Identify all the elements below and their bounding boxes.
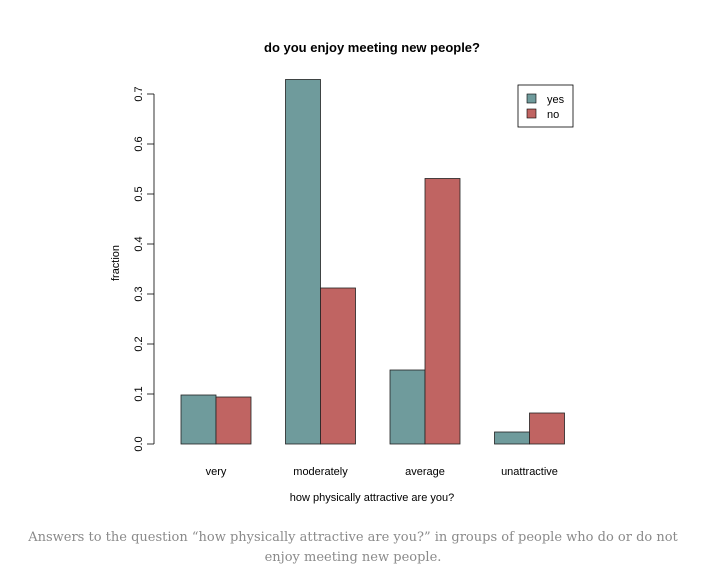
y-tick-label: 0.4 <box>133 236 145 251</box>
legend-swatch-yes <box>526 93 537 104</box>
bar-yes-unattractive <box>494 431 530 445</box>
bar-no-unattractive <box>529 412 565 445</box>
y-tick-label: 0.0 <box>133 436 145 451</box>
y-tick-label: 0.5 <box>133 186 145 201</box>
y-tick-label: 0.3 <box>133 286 145 301</box>
legend-label-yes: yes <box>547 94 565 106</box>
y-tick-label: 0.7 <box>133 86 145 101</box>
bar-no-very <box>215 396 252 445</box>
bars <box>180 79 565 445</box>
x-axis-label: how physically attractive are you? <box>290 492 454 504</box>
bar-no-average <box>424 178 461 445</box>
bar-no-moderately <box>320 287 356 445</box>
bar-yes-moderately <box>285 79 321 445</box>
x-tick-label: average <box>405 466 445 478</box>
legend-swatch-no <box>526 108 537 119</box>
x-tick-label: very <box>206 466 227 478</box>
y-axis: 0.0 0.1 0.2 0.3 0.4 0.5 0.6 0.7 <box>133 86 155 452</box>
y-tick-label: 0.6 <box>133 136 145 151</box>
y-tick-label: 0.2 <box>133 336 145 351</box>
x-tick-label: unattractive <box>501 466 558 478</box>
figure-caption: Answers to the question “how physically … <box>28 530 678 565</box>
x-tick-labels: very moderately average unattractive <box>206 466 558 478</box>
chart-title: do you enjoy meeting new people? <box>264 40 480 55</box>
bar-yes-very <box>180 394 217 445</box>
bar-chart: do you enjoy meeting new people? 0.00.10… <box>110 40 574 504</box>
legend-box <box>517 84 574 128</box>
legend: yes no <box>517 84 574 128</box>
y-tick-label: 0.1 <box>133 386 145 401</box>
legend-label-no: no <box>547 109 559 121</box>
bar-yes-average <box>389 369 426 445</box>
y-axis-label: fraction <box>110 245 122 281</box>
x-tick-label: moderately <box>293 466 348 478</box>
